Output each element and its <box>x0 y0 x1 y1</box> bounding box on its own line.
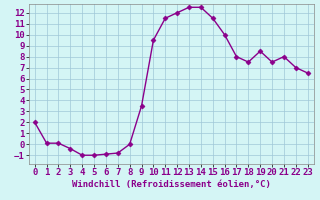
X-axis label: Windchill (Refroidissement éolien,°C): Windchill (Refroidissement éolien,°C) <box>72 180 271 189</box>
